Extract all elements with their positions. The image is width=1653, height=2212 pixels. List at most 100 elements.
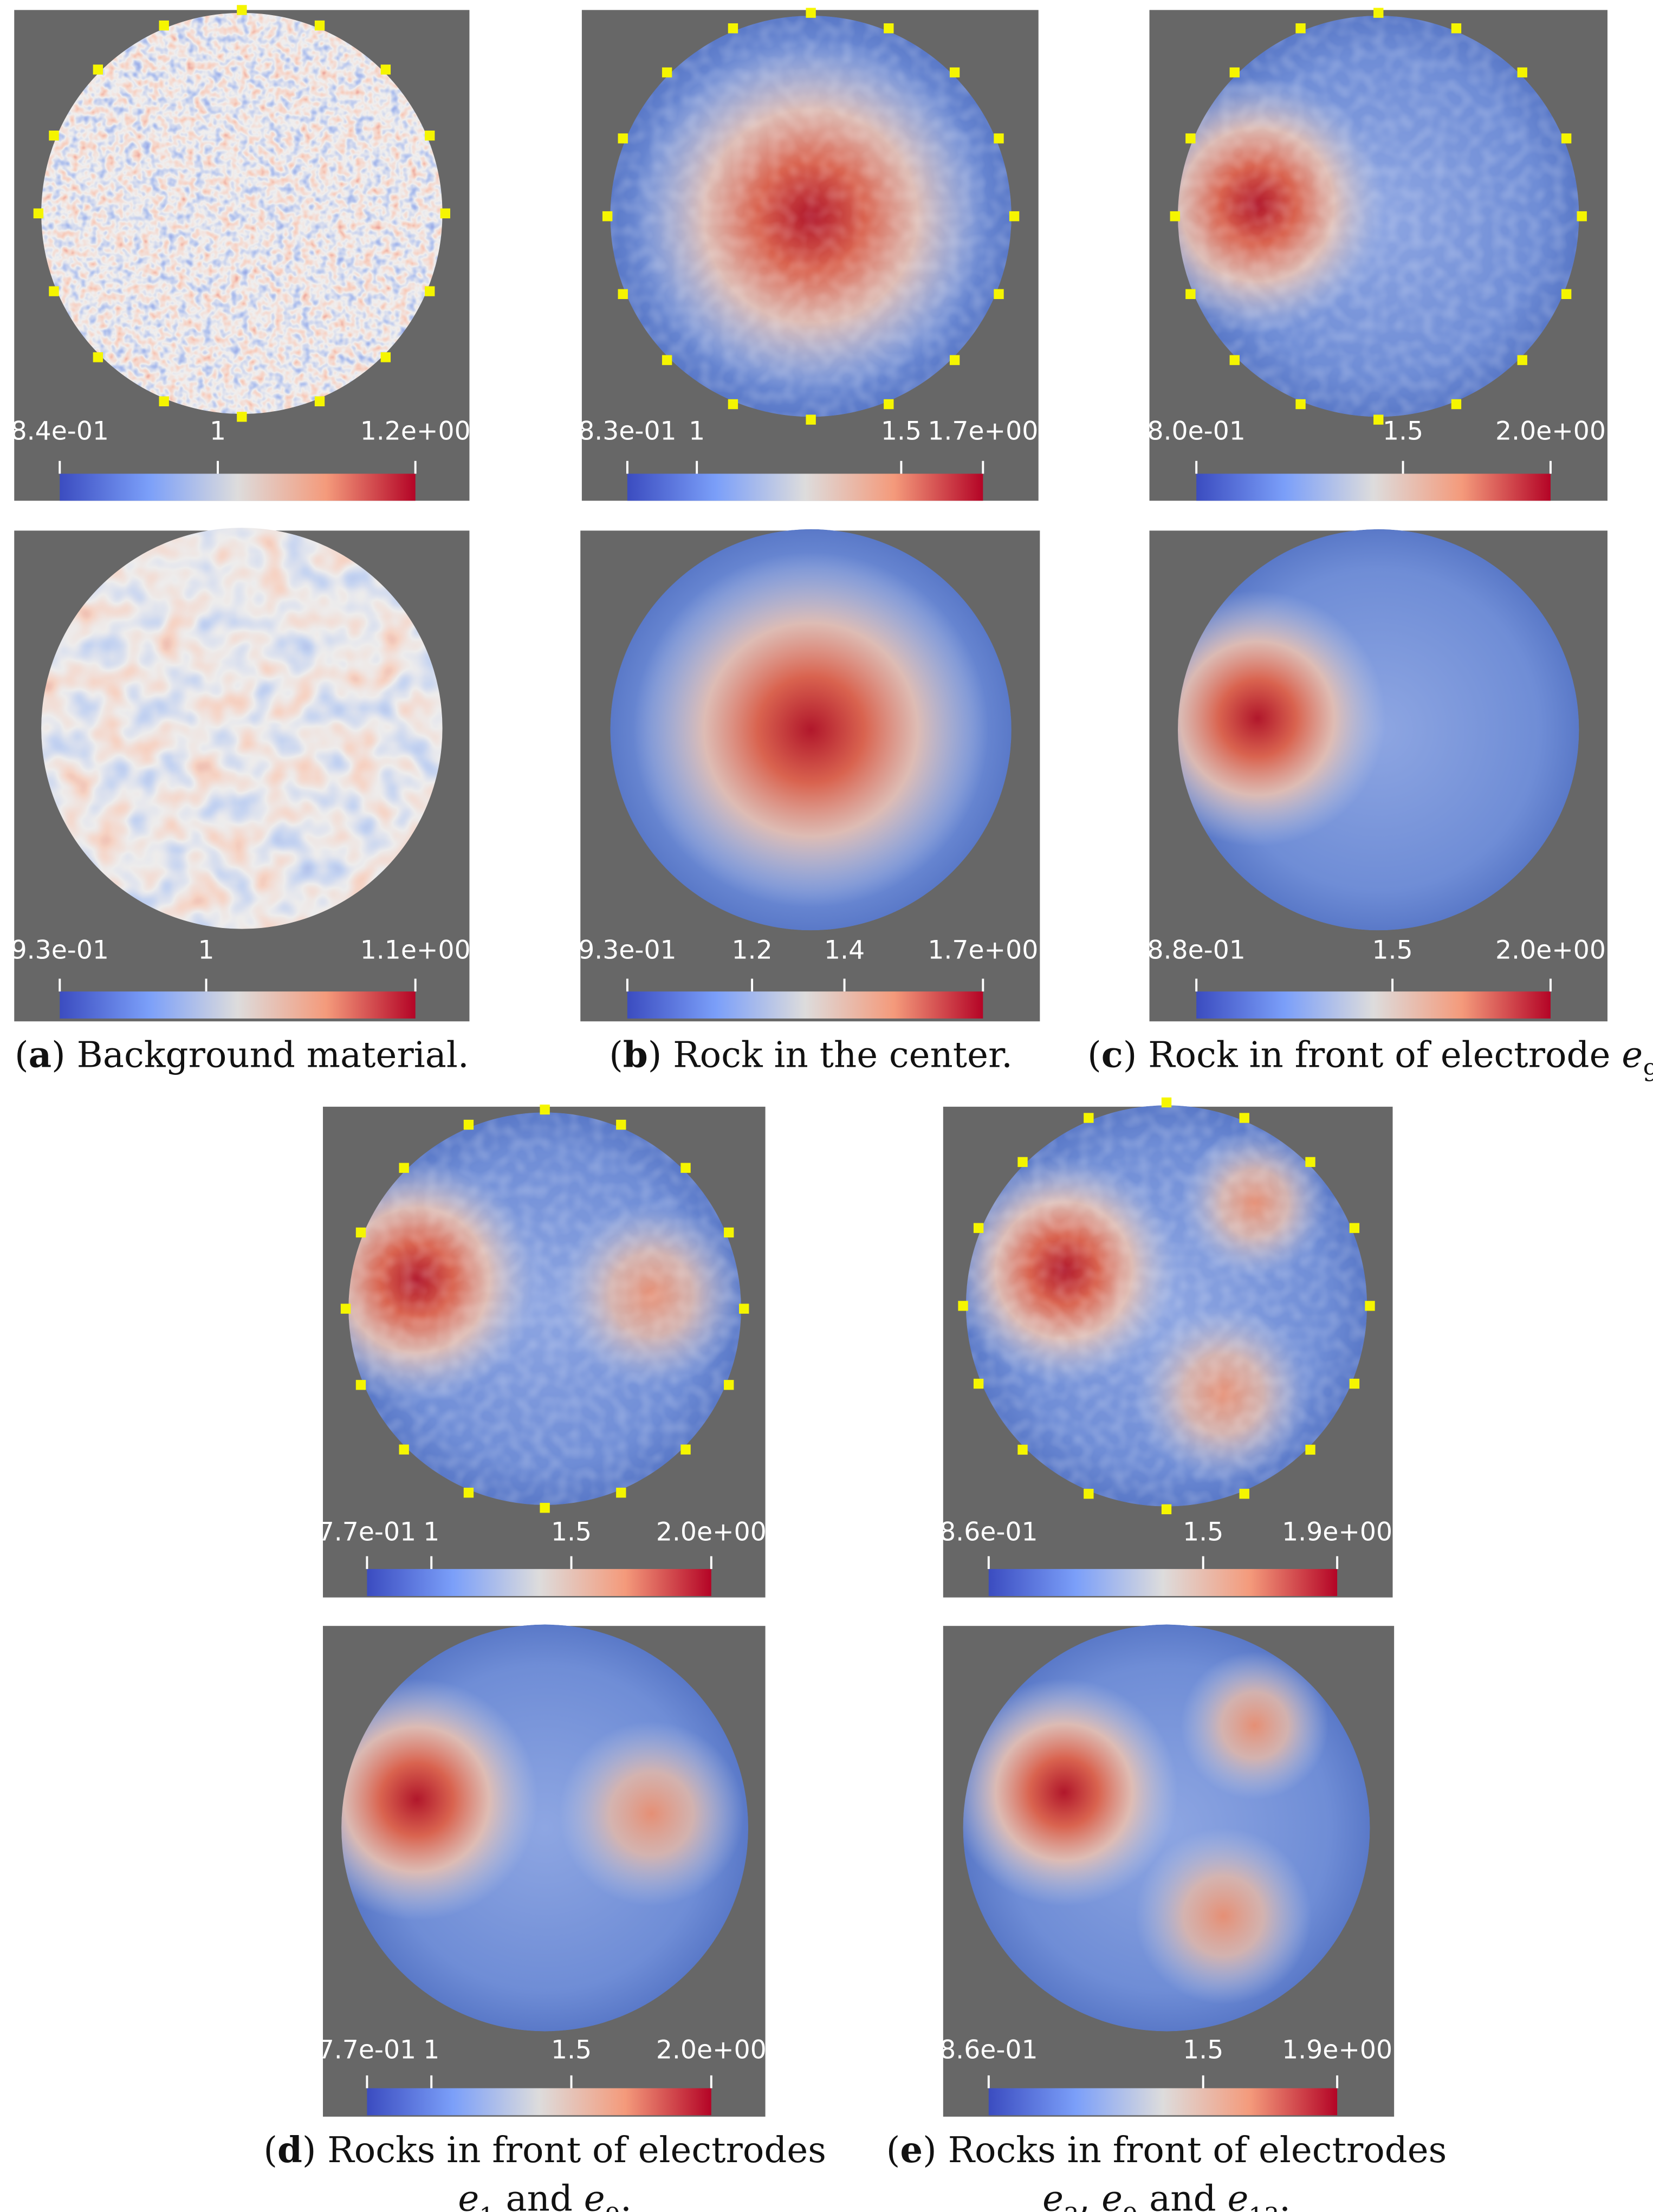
noise-field: [41, 528, 443, 929]
caption-run: and: [495, 2178, 584, 2212]
electrode: [1170, 211, 1180, 222]
electrode: [1295, 23, 1306, 34]
colorbar: [1196, 991, 1551, 1019]
electrode: [1561, 133, 1572, 144]
caption: (b) Rock in the center.: [609, 1034, 1013, 1075]
electrode: [33, 208, 44, 219]
electrode: [1349, 1223, 1360, 1233]
electrode: [616, 1119, 626, 1130]
caption-run: e: [1101, 2178, 1123, 2212]
colorbar-tick-label: 1: [210, 416, 226, 446]
electrode: [540, 1503, 550, 1513]
colorbar-tick-label: 2.0e+00: [1495, 936, 1606, 965]
colorbar-tick-label: 1.1e+00: [360, 936, 471, 965]
electrode: [973, 1223, 984, 1233]
colorbar-tick-label: 1.5: [551, 2035, 592, 2065]
colorbar-tick-label: 1.5: [1372, 936, 1413, 965]
field: [965, 1105, 1367, 1507]
electrode: [540, 1104, 550, 1115]
electrode: [973, 1378, 984, 1389]
field: [41, 12, 443, 414]
electrode: [662, 355, 672, 365]
electrode: [1517, 67, 1527, 77]
panel-image: 7.7e-01 1 1.5 2.0e+00: [318, 1624, 767, 2117]
colorbar-tick-label: 2.0e+00: [1495, 416, 1606, 446]
electrode: [463, 1488, 474, 1498]
field: [341, 1624, 749, 2032]
colorbar-tick-label: 1.5: [1383, 416, 1423, 446]
caption-run: ) Rock in front of electrode: [1123, 1034, 1622, 1075]
electrode: [1305, 1157, 1315, 1167]
panel-image: 9.3e-01 1.2 1.4 1.7e+00: [578, 529, 1040, 1022]
colorbar-tick-label: 8.3e-01: [578, 416, 676, 446]
electrode: [1229, 355, 1240, 365]
caption-run: 9: [605, 2202, 620, 2212]
electrode: [1349, 1378, 1360, 1389]
caption-run: e: [458, 2178, 479, 2212]
colorbar-tick-label: 8.6e-01: [939, 1517, 1038, 1547]
colorbar-tick-label: 1: [423, 1517, 439, 1547]
mesh-texture: [348, 1112, 741, 1505]
electrode: [1305, 1444, 1315, 1455]
colorbar-tick-label: 1.5: [1183, 2035, 1223, 2065]
colorbar: [60, 991, 416, 1019]
caption-run: e: [1622, 1034, 1643, 1075]
electrode: [1451, 399, 1462, 410]
caption-run: e: [1227, 2178, 1248, 2212]
electrode: [159, 20, 169, 31]
electrode: [662, 67, 672, 77]
colorbar: [627, 473, 983, 501]
caption-run: e: [900, 2129, 923, 2171]
electrode: [1161, 1097, 1172, 1108]
caption: e1 and e9.: [458, 2178, 631, 2212]
electrode: [1451, 23, 1462, 34]
colorbar-tick-label: 2.0e+00: [656, 2035, 767, 2065]
electrode: [463, 1119, 474, 1130]
caption-run: ) Rocks in front of electrodes: [923, 2130, 1447, 2171]
electrode: [93, 352, 103, 362]
electrode: [355, 1227, 366, 1238]
panel-image: 8.3e-01 1 1.5 1.7e+00: [578, 8, 1039, 501]
electrode: [425, 131, 435, 141]
electrode: [1239, 1113, 1249, 1123]
colorbar-tick-label: 1.4: [824, 936, 865, 965]
colorbar-tick-label: 1: [423, 2035, 439, 2065]
panel-image: 8.4e-01 1 1.2e+00: [11, 5, 471, 501]
colorbar: [367, 1569, 711, 1597]
caption-run: .: [1279, 2178, 1291, 2212]
panel-image: 7.7e-01 1 1.5 2.0e+00: [318, 1104, 767, 1598]
colorbar-tick-label: 1.9e+00: [1282, 2035, 1392, 2065]
blob: [963, 1678, 1178, 1906]
electrode: [949, 355, 960, 365]
electrode: [724, 1380, 734, 1390]
field: [1178, 529, 1579, 931]
field: [610, 15, 1012, 417]
electrode: [884, 399, 894, 410]
electrode: [340, 1303, 351, 1314]
caption-run: 9: [1643, 1059, 1653, 1087]
colorbar-tick-label: 1.2: [732, 936, 773, 965]
electrode: [728, 23, 738, 34]
colorbar-tick-label: 1.7e+00: [928, 416, 1038, 446]
colorbar-tick-label: 1: [198, 936, 215, 965]
electrode: [1373, 8, 1384, 18]
electrode: [1185, 289, 1196, 300]
electrode: [1017, 1157, 1028, 1167]
electrode: [958, 1301, 968, 1311]
electrode: [49, 286, 59, 296]
electrode: [680, 1163, 691, 1173]
colorbar-tick-label: 7.7e-01: [318, 1517, 416, 1547]
electrode: [806, 414, 816, 425]
caption-run: (: [263, 2130, 277, 2171]
colorbar-tick-label: 1.5: [1183, 1517, 1223, 1547]
electrode: [314, 396, 325, 406]
colorbar-tick-label: 1.9e+00: [1282, 1517, 1392, 1547]
electrode: [380, 352, 391, 362]
mesh-texture: [965, 1105, 1367, 1507]
electrode: [1295, 399, 1306, 410]
colorbar: [367, 2088, 711, 2116]
caption-run: (: [886, 2130, 900, 2171]
electrode: [884, 23, 894, 34]
colorbar-tick-label: 1: [689, 416, 705, 446]
